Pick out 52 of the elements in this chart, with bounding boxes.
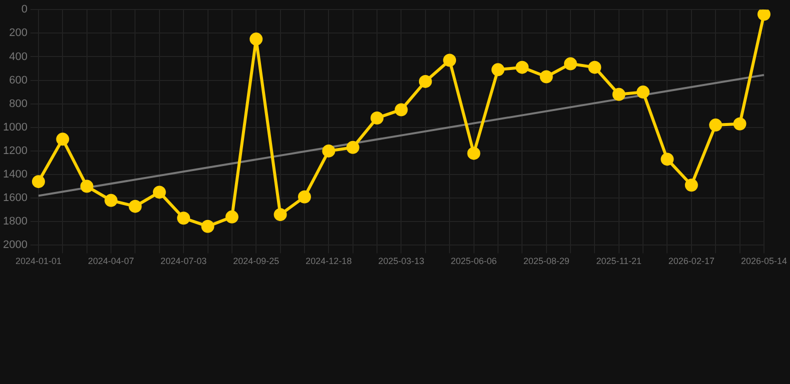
point xyxy=(418,74,432,88)
x-tick-label: 2024-09-25 xyxy=(233,256,280,266)
y-tick-label: 1200 xyxy=(2,144,28,157)
x-tick-label: 2024-01-01 xyxy=(15,256,62,266)
y-tick-label: 800 xyxy=(9,98,28,110)
y-tick-label: 2000 xyxy=(2,239,28,252)
point xyxy=(588,60,602,74)
point xyxy=(128,200,142,213)
point xyxy=(516,60,529,74)
y-tick-label: 1000 xyxy=(2,121,28,134)
y-tick-label: 600 xyxy=(9,74,28,86)
point xyxy=(370,111,384,124)
point xyxy=(322,144,336,158)
point xyxy=(757,10,770,21)
point xyxy=(56,132,70,146)
x-tick-label: 2025-08-29 xyxy=(523,256,570,266)
point xyxy=(709,118,722,132)
point xyxy=(684,178,698,192)
y-tick-label: 1400 xyxy=(2,168,28,181)
x-tick-label: 2025-06-06 xyxy=(450,256,497,266)
point xyxy=(274,208,287,222)
point xyxy=(733,117,746,130)
point xyxy=(443,54,456,67)
point xyxy=(104,194,118,207)
point xyxy=(177,212,190,225)
point xyxy=(467,146,480,160)
x-tick-label: 2024-12-18 xyxy=(306,256,352,266)
y-tick-label: 0 xyxy=(21,4,28,16)
point xyxy=(636,86,650,99)
x-tick-label: 2025-03-13 xyxy=(378,256,424,266)
x-tick-label: 2025-11-21 xyxy=(596,256,642,266)
point xyxy=(540,70,553,84)
y-tick-label: 1600 xyxy=(2,192,28,204)
point xyxy=(80,180,94,193)
y-tick-label: 400 xyxy=(9,50,28,63)
point xyxy=(564,57,578,70)
y-tick-label: 1800 xyxy=(2,216,28,228)
point xyxy=(201,220,214,233)
point xyxy=(612,88,626,101)
point xyxy=(225,210,238,224)
point xyxy=(346,140,360,154)
x-tick-label: 2024-04-07 xyxy=(88,256,134,266)
x-tick-label: 2026-05-14 xyxy=(740,256,788,266)
x-tick-label: 2026-02-17 xyxy=(668,256,714,266)
point xyxy=(491,63,504,76)
point xyxy=(660,152,674,166)
point xyxy=(394,103,408,116)
y-tick-label: 200 xyxy=(9,27,28,40)
point xyxy=(250,32,263,46)
x-tick-label: 2024-07-03 xyxy=(160,256,207,266)
point xyxy=(298,190,311,204)
point xyxy=(152,186,166,199)
